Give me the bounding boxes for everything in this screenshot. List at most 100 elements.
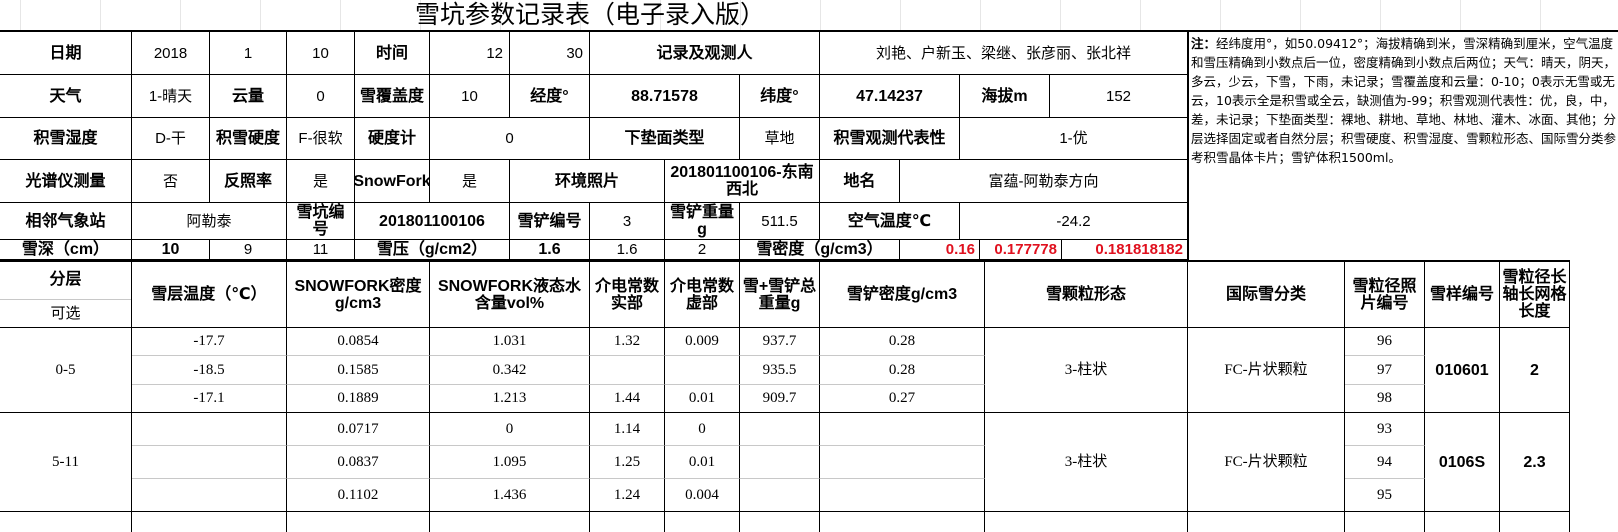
empty-cell[interactable]	[820, 512, 985, 532]
cell-header-cloud[interactable]: 0	[287, 75, 355, 118]
sublayer-sf-lwc[interactable]: 0.342	[430, 356, 590, 385]
sublayer-eps-real[interactable]	[590, 356, 665, 385]
cell-header-month[interactable]: 1	[210, 30, 287, 75]
empty-cell[interactable]	[590, 512, 665, 532]
cell-header-snowfork[interactable]: 是	[430, 160, 510, 203]
empty-cell[interactable]	[287, 512, 430, 532]
cell-header-wetness-label[interactable]: 积雪湿度	[0, 118, 132, 160]
col-header-eps-real[interactable]: 介电常数实部	[590, 260, 665, 328]
sublayer-photo-id[interactable]: 96	[1345, 328, 1425, 356]
sublayer-temp[interactable]: -17.1	[132, 385, 287, 413]
cell-header-shovel-id[interactable]: 3	[590, 203, 665, 240]
cell-header-spectro[interactable]: 否	[132, 160, 210, 203]
sublayer-temp[interactable]	[132, 479, 287, 512]
cell-header-wetness[interactable]: D-干	[132, 118, 210, 160]
empty-cell[interactable]	[0, 512, 132, 532]
sublayer-shovel-density[interactable]: 0.28	[820, 356, 985, 385]
cell-density-0[interactable]: 0.16	[900, 240, 980, 260]
sublayer-eps-real[interactable]: 1.44	[590, 385, 665, 413]
col-header-intl-class[interactable]: 国际雪分类	[1188, 260, 1345, 328]
layer-intl-class[interactable]: FC-片状颗粒	[1188, 413, 1345, 512]
sublayer-shovel-density[interactable]	[820, 413, 985, 446]
sublayer-temp[interactable]: -18.5	[132, 356, 287, 385]
sublayer-eps-imag[interactable]: 0.004	[665, 479, 740, 512]
cell-header-day[interactable]: 10	[287, 30, 355, 75]
cell-header-air-temp[interactable]: -24.2	[960, 203, 1188, 240]
col-header-photo-id[interactable]: 雪粒径照片编号	[1345, 260, 1425, 328]
layer-grain-shape[interactable]: 3-柱状	[985, 413, 1188, 512]
cell-header-snowfork-label[interactable]: SnowFork	[355, 160, 430, 203]
sublayer-sf-lwc[interactable]: 1.095	[430, 446, 590, 479]
cell-swe-0[interactable]: 1.6	[510, 240, 590, 260]
sublayer-total-weight[interactable]: 935.5	[740, 356, 820, 385]
sublayer-shovel-density[interactable]	[820, 446, 985, 479]
sublayer-temp[interactable]: -17.7	[132, 328, 287, 356]
sublayer-eps-imag[interactable]: 0.01	[665, 446, 740, 479]
cell-header-time-label[interactable]: 时间	[355, 30, 430, 75]
cell-header-place[interactable]: 富蕴-阿勒泰方向	[900, 160, 1188, 203]
cell-header-hardness[interactable]: F-很软	[287, 118, 355, 160]
col-header-sf-lwc[interactable]: SNOWFORK液态水含量vol%	[430, 260, 590, 328]
empty-cell[interactable]	[665, 512, 740, 532]
sublayer-eps-real[interactable]: 1.25	[590, 446, 665, 479]
col-header-shovel-density[interactable]: 雪铲密度g/cm3	[820, 260, 985, 328]
sublayer-sf-lwc[interactable]: 1.436	[430, 479, 590, 512]
cell-header-cloud-label[interactable]: 云量	[210, 75, 287, 118]
layer-sample-id[interactable]: 010601	[1425, 328, 1500, 413]
sublayer-eps-imag[interactable]: 0.01	[665, 385, 740, 413]
layer-grain-len[interactable]: 2.3	[1500, 413, 1570, 512]
cell-depth-2[interactable]: 11	[287, 240, 355, 260]
col-header-layer[interactable]: 分层 可选	[0, 260, 132, 328]
col-header-sf-density[interactable]: SNOWFORK密度g/cm3	[287, 260, 430, 328]
sublayer-photo-id[interactable]: 94	[1345, 446, 1425, 479]
sublayer-sf-density[interactable]: 0.0837	[287, 446, 430, 479]
empty-cell[interactable]	[1500, 512, 1570, 532]
empty-cell[interactable]	[1425, 512, 1500, 532]
cell-header-lat[interactable]: 47.14237	[820, 75, 960, 118]
cell-header-alt-label[interactable]: 海拔m	[960, 75, 1050, 118]
sheet-title[interactable]: 雪坑参数记录表（电子录入版）	[414, 1, 765, 29]
layer-range[interactable]: 0-5	[0, 328, 132, 413]
cell-header-station-label[interactable]: 相邻气象站	[0, 203, 132, 240]
col-header-total-weight[interactable]: 雪+雪铲总重量g	[740, 260, 820, 328]
empty-cell[interactable]	[1188, 512, 1345, 532]
sublayer-shovel-density[interactable]: 0.27	[820, 385, 985, 413]
cell-header-air-temp-label[interactable]: 空气温度℃	[820, 203, 960, 240]
note-cell[interactable]: 注：经纬度用°，如50.09412°；海拔精确到米，雪深精确到厘米，空气温度和雪…	[1188, 30, 1618, 260]
sublayer-eps-imag[interactable]: 0.009	[665, 328, 740, 356]
cell-header-depth-label[interactable]: 雪深（cm）	[0, 240, 132, 260]
cell-depth-0[interactable]: 10	[132, 240, 210, 260]
layer-grain-len[interactable]: 2	[1500, 328, 1570, 413]
sublayer-eps-real[interactable]: 1.24	[590, 479, 665, 512]
empty-cell[interactable]	[430, 512, 590, 532]
sublayer-photo-id[interactable]: 95	[1345, 479, 1425, 512]
empty-cell[interactable]	[740, 512, 820, 532]
cell-header-hardness-meter-label[interactable]: 硬度计	[355, 118, 430, 160]
col-header-temp[interactable]: 雪层温度（℃）	[132, 260, 287, 328]
sublayer-shovel-density[interactable]	[820, 479, 985, 512]
cell-header-date-label[interactable]: 日期	[0, 30, 132, 75]
sublayer-total-weight[interactable]	[740, 479, 820, 512]
sublayer-photo-id[interactable]: 93	[1345, 413, 1425, 446]
sublayer-temp[interactable]	[132, 446, 287, 479]
layer-range[interactable]: 5-11	[0, 413, 132, 512]
cell-header-alt[interactable]: 152	[1050, 75, 1188, 118]
sublayer-eps-real[interactable]: 1.14	[590, 413, 665, 446]
cell-header-snow-cover-label[interactable]: 雪覆盖度	[355, 75, 430, 118]
sublayer-total-weight[interactable]	[740, 413, 820, 446]
cell-density-2[interactable]: 0.181818182	[1062, 240, 1188, 260]
layer-sample-id[interactable]: 0106S	[1425, 413, 1500, 512]
empty-cell[interactable]	[985, 512, 1188, 532]
sublayer-sf-density[interactable]: 0.0717	[287, 413, 430, 446]
sublayer-total-weight[interactable]: 909.7	[740, 385, 820, 413]
cell-header-minute[interactable]: 30	[510, 30, 590, 75]
sublayer-total-weight[interactable]: 937.7	[740, 328, 820, 356]
layer-grain-shape[interactable]: 3-柱状	[985, 328, 1188, 413]
cell-header-albedo[interactable]: 是	[287, 160, 355, 203]
cell-header-shovel-weight-label[interactable]: 雪铲重量g	[665, 203, 740, 240]
cell-header-lon-label[interactable]: 经度°	[510, 75, 590, 118]
sublayer-sf-density[interactable]: 0.1585	[287, 356, 430, 385]
cell-header-surface-label[interactable]: 下垫面类型	[590, 118, 740, 160]
cell-header-observers[interactable]: 刘艳、户新玉、梁继、张彦丽、张北祥	[820, 30, 1188, 75]
cell-header-env-photo-label[interactable]: 环境照片	[510, 160, 665, 203]
